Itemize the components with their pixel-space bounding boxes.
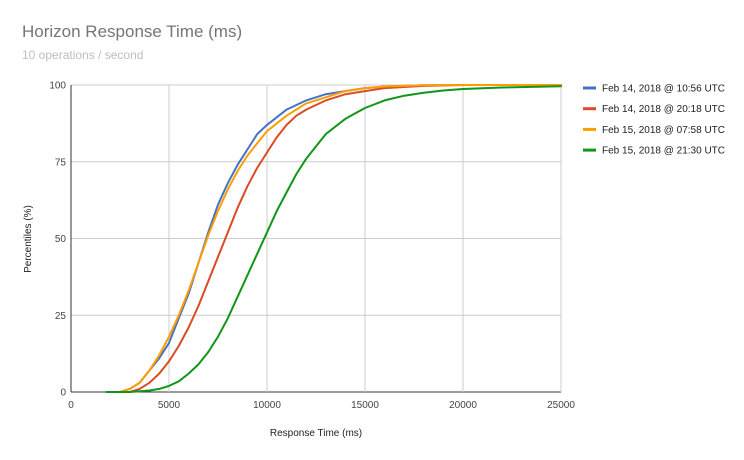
legend-label: Feb 15, 2018 @ 07:58 UTC <box>602 125 725 136</box>
grid-layer <box>70 84 562 393</box>
legend-layer[interactable]: Feb 14, 2018 @ 10:56 UTC Feb 14, 2018 @ 2… <box>583 84 725 157</box>
y-tick-label: 0 <box>60 388 66 399</box>
series-line-4 <box>105 85 562 393</box>
legend-label: Feb 15, 2018 @ 21:30 UTC <box>602 146 725 157</box>
y-tick-label: 75 <box>55 157 67 168</box>
y-tick-label: 50 <box>55 234 67 245</box>
x-tick-label: 10000 <box>253 400 281 411</box>
y-tick-label: 100 <box>49 81 66 92</box>
legend-label: Feb 14, 2018 @ 10:56 UTC <box>602 84 725 95</box>
legend-item[interactable]: Feb 14, 2018 @ 10:56 UTC <box>583 84 725 95</box>
chart-subtitle: 10 operations / second <box>22 48 144 62</box>
x-tick-label: 25000 <box>547 400 575 411</box>
series-line-2 <box>128 84 562 393</box>
series-layer <box>105 84 562 393</box>
chart-title: Horizon Response Time (ms) <box>22 22 243 41</box>
legend-label: Feb 14, 2018 @ 20:18 UTC <box>602 104 725 115</box>
x-tick-label: 0 <box>68 400 74 411</box>
legend-item[interactable]: Feb 15, 2018 @ 07:58 UTC <box>583 125 725 136</box>
axis-layer: 0 25 50 75 100 0 5000 10000 15000 20000 25000 <box>49 81 575 412</box>
legend-item[interactable]: Feb 14, 2018 @ 20:18 UTC <box>583 104 725 115</box>
legend-item[interactable]: Feb 15, 2018 @ 21:30 UTC <box>583 146 725 157</box>
x-axis-label: Response Time (ms) <box>270 428 362 439</box>
x-tick-label: 5000 <box>158 400 181 411</box>
series-line-3 <box>119 84 562 393</box>
x-tick-label: 15000 <box>351 400 379 411</box>
y-axis-label: Percentiles (%) <box>23 205 34 273</box>
y-tick-label: 25 <box>55 311 67 322</box>
x-tick-label: 20000 <box>449 400 477 411</box>
